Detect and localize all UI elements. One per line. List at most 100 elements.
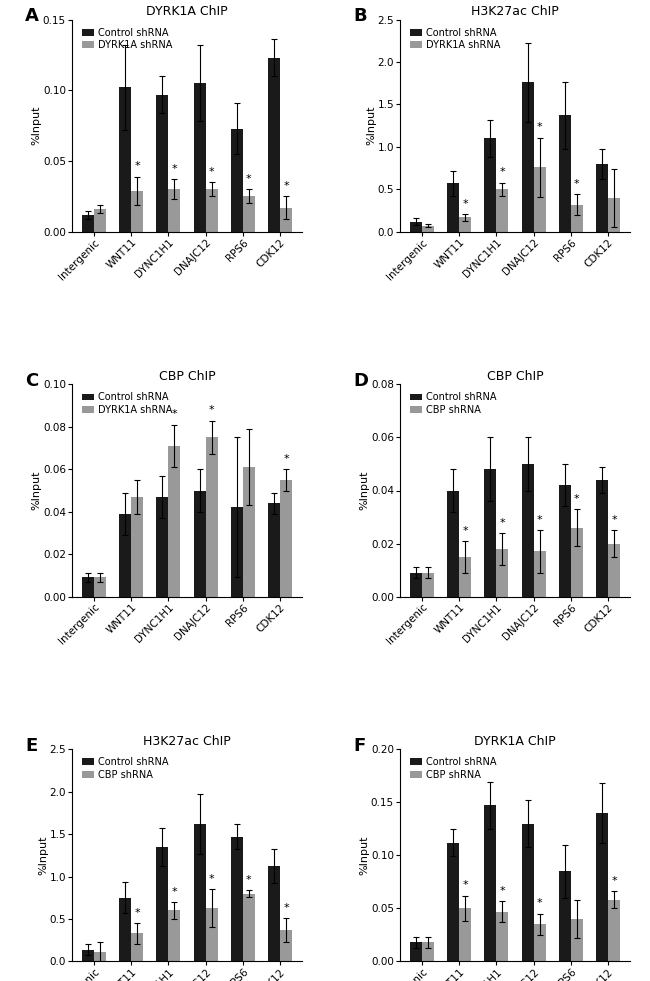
Text: E: E (25, 737, 38, 754)
Bar (119, 87, 131, 232)
Bar (119, 898, 131, 961)
Title: CBP ChIP: CBP ChIP (487, 370, 543, 384)
Legend: Control shRNA, CBP shRNA: Control shRNA, CBP shRNA (409, 756, 497, 781)
Bar (497, 548, 508, 596)
Title: DYRK1A ChIP: DYRK1A ChIP (146, 6, 228, 19)
Text: *: * (246, 875, 252, 885)
Bar (168, 446, 180, 596)
Bar (243, 467, 255, 596)
Bar (422, 943, 434, 961)
Bar (522, 464, 534, 596)
Text: *: * (172, 887, 177, 897)
Bar (447, 490, 459, 596)
Bar (571, 528, 583, 596)
Bar (447, 843, 459, 961)
Bar (559, 116, 571, 232)
Text: *: * (246, 174, 252, 184)
Bar (243, 196, 255, 232)
Text: *: * (135, 161, 140, 172)
Bar (131, 933, 143, 961)
Bar (131, 496, 143, 596)
Legend: Control shRNA, CBP shRNA: Control shRNA, CBP shRNA (81, 756, 169, 781)
Y-axis label: %Input: %Input (359, 471, 370, 510)
Text: A: A (25, 7, 39, 25)
Bar (522, 82, 534, 232)
Bar (157, 94, 168, 232)
Y-axis label: %Input: %Input (32, 471, 42, 510)
Legend: Control shRNA, DYRK1A shRNA: Control shRNA, DYRK1A shRNA (81, 391, 173, 416)
Text: *: * (574, 493, 580, 504)
Bar (459, 557, 471, 596)
Legend: Control shRNA, DYRK1A shRNA: Control shRNA, DYRK1A shRNA (81, 26, 173, 51)
Text: *: * (172, 409, 177, 420)
Bar (82, 215, 94, 232)
Bar (231, 837, 243, 961)
Y-axis label: %Input: %Input (366, 106, 376, 145)
Text: F: F (354, 737, 365, 754)
Bar (205, 438, 218, 596)
Bar (497, 911, 508, 961)
Bar (157, 847, 168, 961)
Title: H3K27ac ChIP: H3K27ac ChIP (471, 6, 559, 19)
Legend: Control shRNA, CBP shRNA: Control shRNA, CBP shRNA (409, 391, 497, 416)
Text: *: * (283, 181, 289, 191)
Text: *: * (462, 880, 468, 891)
Bar (231, 129, 243, 232)
Bar (94, 578, 106, 596)
Bar (168, 910, 180, 961)
Bar (280, 930, 292, 961)
Bar (559, 486, 571, 596)
Bar (596, 480, 608, 596)
Bar (422, 573, 434, 596)
Text: D: D (354, 372, 369, 389)
Bar (497, 189, 508, 232)
Title: CBP ChIP: CBP ChIP (159, 370, 215, 384)
Bar (94, 209, 106, 232)
Bar (157, 496, 168, 596)
Text: B: B (354, 7, 367, 25)
Bar (484, 138, 497, 232)
Bar (608, 198, 620, 232)
Text: *: * (135, 907, 140, 918)
Bar (131, 190, 143, 232)
Bar (484, 805, 497, 961)
Bar (268, 866, 280, 961)
Bar (280, 480, 292, 596)
Text: *: * (611, 515, 617, 525)
Text: *: * (611, 876, 617, 886)
Title: H3K27ac ChIP: H3K27ac ChIP (143, 735, 231, 749)
Text: *: * (462, 198, 468, 209)
Bar (194, 490, 205, 596)
Bar (194, 824, 205, 961)
Bar (231, 507, 243, 596)
Bar (410, 222, 422, 232)
Bar (534, 167, 545, 232)
Bar (268, 58, 280, 232)
Text: *: * (462, 526, 468, 536)
Bar (559, 871, 571, 961)
Text: *: * (537, 899, 542, 908)
Y-axis label: %Input: %Input (359, 836, 369, 875)
Bar (608, 543, 620, 596)
Text: C: C (25, 372, 38, 389)
Text: *: * (574, 180, 580, 189)
Text: *: * (500, 886, 505, 896)
Bar (534, 924, 545, 961)
Bar (534, 551, 545, 596)
Text: *: * (537, 515, 542, 525)
Text: *: * (209, 167, 214, 177)
Bar (82, 950, 94, 961)
Bar (410, 573, 422, 596)
Bar (280, 208, 292, 232)
Bar (205, 189, 218, 232)
Text: *: * (283, 454, 289, 464)
Bar (194, 83, 205, 232)
Bar (484, 469, 497, 596)
Bar (268, 503, 280, 596)
Bar (94, 952, 106, 961)
Title: DYRK1A ChIP: DYRK1A ChIP (474, 735, 556, 749)
Bar (571, 919, 583, 961)
Bar (119, 514, 131, 596)
Bar (571, 205, 583, 232)
Text: *: * (500, 518, 505, 528)
